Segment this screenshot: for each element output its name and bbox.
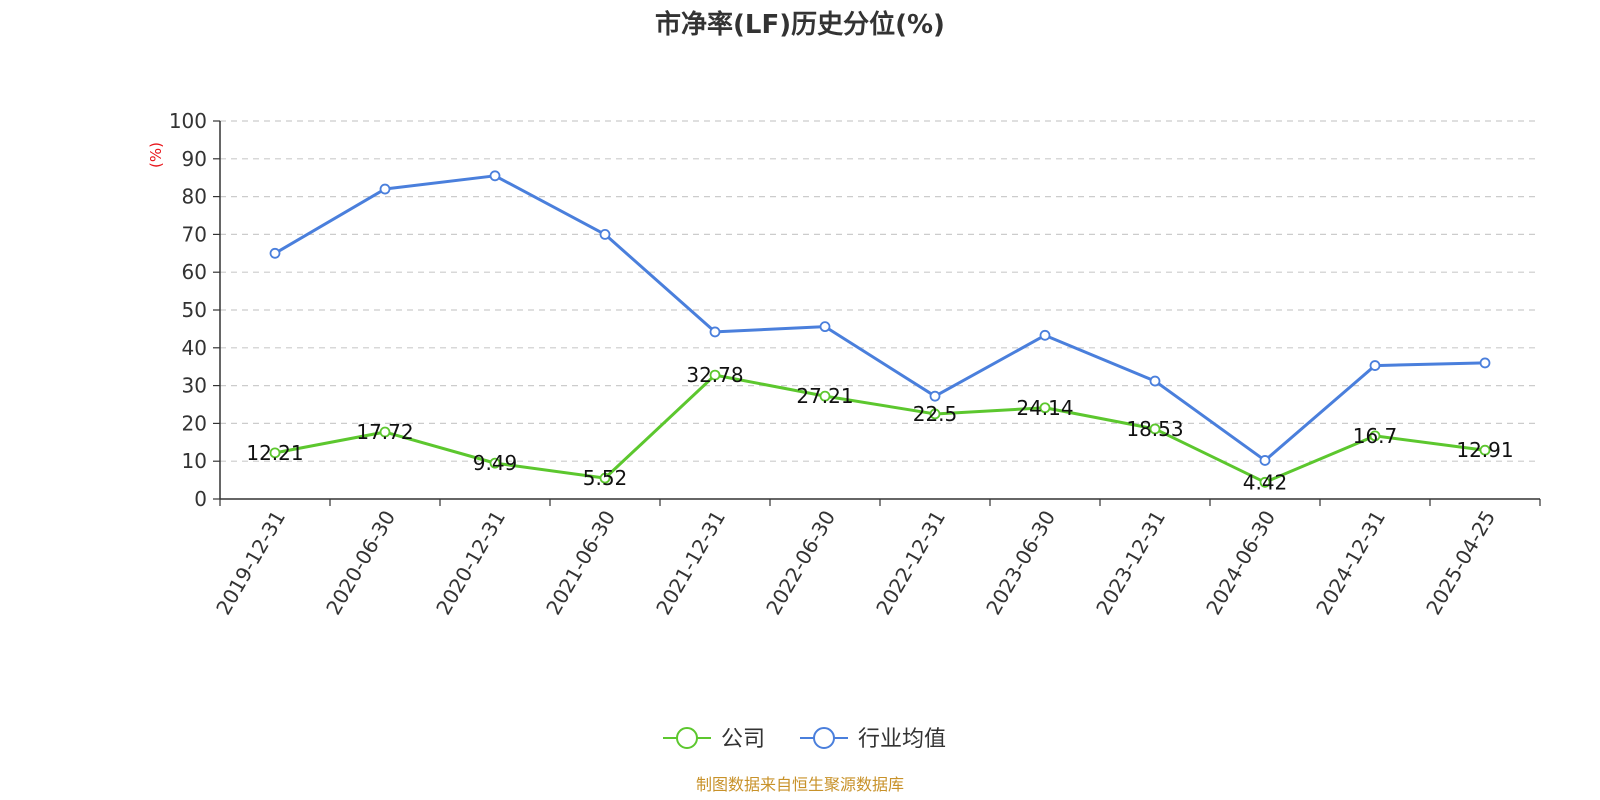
data-point — [489, 170, 501, 182]
data-point — [379, 426, 391, 438]
data-point — [819, 321, 831, 333]
y-tick-label: 20 — [182, 411, 207, 435]
data-point — [1259, 455, 1271, 466]
data-point — [1039, 329, 1051, 341]
x-axis-ticks: 2019-12-31 2020-06-30 2020-12-31 2021-06-30… — [211, 506, 1500, 619]
axes — [213, 120, 1541, 506]
data-label: 12.21 — [246, 441, 303, 465]
data-label: 24.14 — [1016, 396, 1073, 420]
series-line-0 — [274, 373, 1486, 484]
x-tick-label: 2023-12-31 — [1091, 506, 1170, 619]
data-point — [709, 369, 721, 381]
y-tick-label: 40 — [182, 336, 207, 360]
legend-label-0: 公司 — [721, 727, 765, 752]
x-tick-label: 2024-12-31 — [1311, 506, 1390, 619]
x-tick-label: 2022-12-31 — [871, 506, 950, 619]
x-tick-label: 2020-12-31 — [431, 506, 510, 619]
data-labels: 12.21 17.72 9.49 5.52 32.78 27.21 22.5 24.14 18.… — [246, 363, 1513, 494]
y-tick-label: 0 — [194, 487, 207, 511]
y-axis-unit: (%) — [147, 142, 165, 168]
data-point — [379, 183, 391, 195]
x-tick-label: 2021-12-31 — [651, 506, 730, 619]
data-point — [1259, 476, 1271, 488]
data-point — [929, 408, 941, 420]
legend-label-1: 行业均值 — [858, 727, 946, 752]
data-point — [1369, 360, 1381, 371]
data-point — [1149, 423, 1161, 435]
data-point — [599, 472, 611, 484]
data-point — [929, 390, 941, 402]
y-tick-label: 10 — [182, 449, 207, 473]
x-tick-label: 2021-06-30 — [541, 506, 620, 619]
data-point — [269, 447, 281, 459]
y-tick-label: 100 — [169, 109, 207, 133]
y-tick-label: 80 — [182, 185, 207, 209]
y-tick-label: 30 — [182, 374, 207, 398]
data-point — [1369, 430, 1381, 442]
series-layer — [269, 170, 1491, 488]
x-tick-label: 2025-04-25 — [1421, 506, 1500, 619]
y-tick-label: 90 — [182, 147, 207, 171]
y-axis-ticks: 0 10 20 30 40 50 60 70 80 90 100 — [169, 109, 207, 511]
y-tick-label: 50 — [182, 298, 207, 322]
grid-lines — [220, 120, 1540, 462]
data-point — [269, 247, 281, 259]
x-tick-label: 2022-06-30 — [761, 506, 840, 619]
data-label: 5.52 — [583, 466, 628, 490]
x-tick-label: 2024-06-30 — [1201, 506, 1280, 619]
source-note: 制图数据来自恒生聚源数据库 — [696, 775, 904, 794]
x-tick-label: 2020-06-30 — [321, 506, 400, 619]
data-point — [1149, 375, 1161, 387]
data-point — [709, 326, 721, 338]
chart-title: 市净率(LF)历史分位(%) — [655, 9, 945, 40]
legend-marker-0 — [676, 727, 698, 749]
data-point — [1039, 402, 1051, 414]
data-label: 17.72 — [356, 420, 413, 444]
data-point — [599, 228, 611, 240]
data-label: 27.21 — [796, 384, 853, 408]
y-tick-label: 60 — [182, 260, 207, 284]
x-tick-label: 2019-12-31 — [211, 506, 290, 619]
data-label: 16.7 — [1353, 424, 1398, 448]
data-label: 22.5 — [913, 402, 958, 426]
data-point — [1479, 444, 1491, 456]
data-point — [1479, 357, 1491, 369]
data-label: 4.42 — [1243, 470, 1288, 494]
data-label: 12.91 — [1456, 438, 1513, 462]
data-label: 18.53 — [1126, 417, 1183, 441]
data-point — [819, 390, 831, 402]
series-line-1 — [274, 174, 1486, 462]
x-tick-label: 2023-06-30 — [981, 506, 1060, 619]
legend: 公司 行业均值 — [663, 727, 946, 752]
legend-marker-1 — [813, 727, 835, 749]
data-label: 32.78 — [686, 363, 743, 387]
data-point — [489, 457, 501, 469]
y-tick-label: 70 — [182, 222, 207, 246]
data-label: 9.49 — [473, 451, 518, 475]
